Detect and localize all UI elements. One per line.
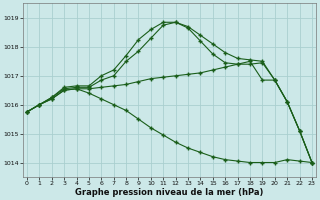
X-axis label: Graphe pression niveau de la mer (hPa): Graphe pression niveau de la mer (hPa) <box>75 188 264 197</box>
